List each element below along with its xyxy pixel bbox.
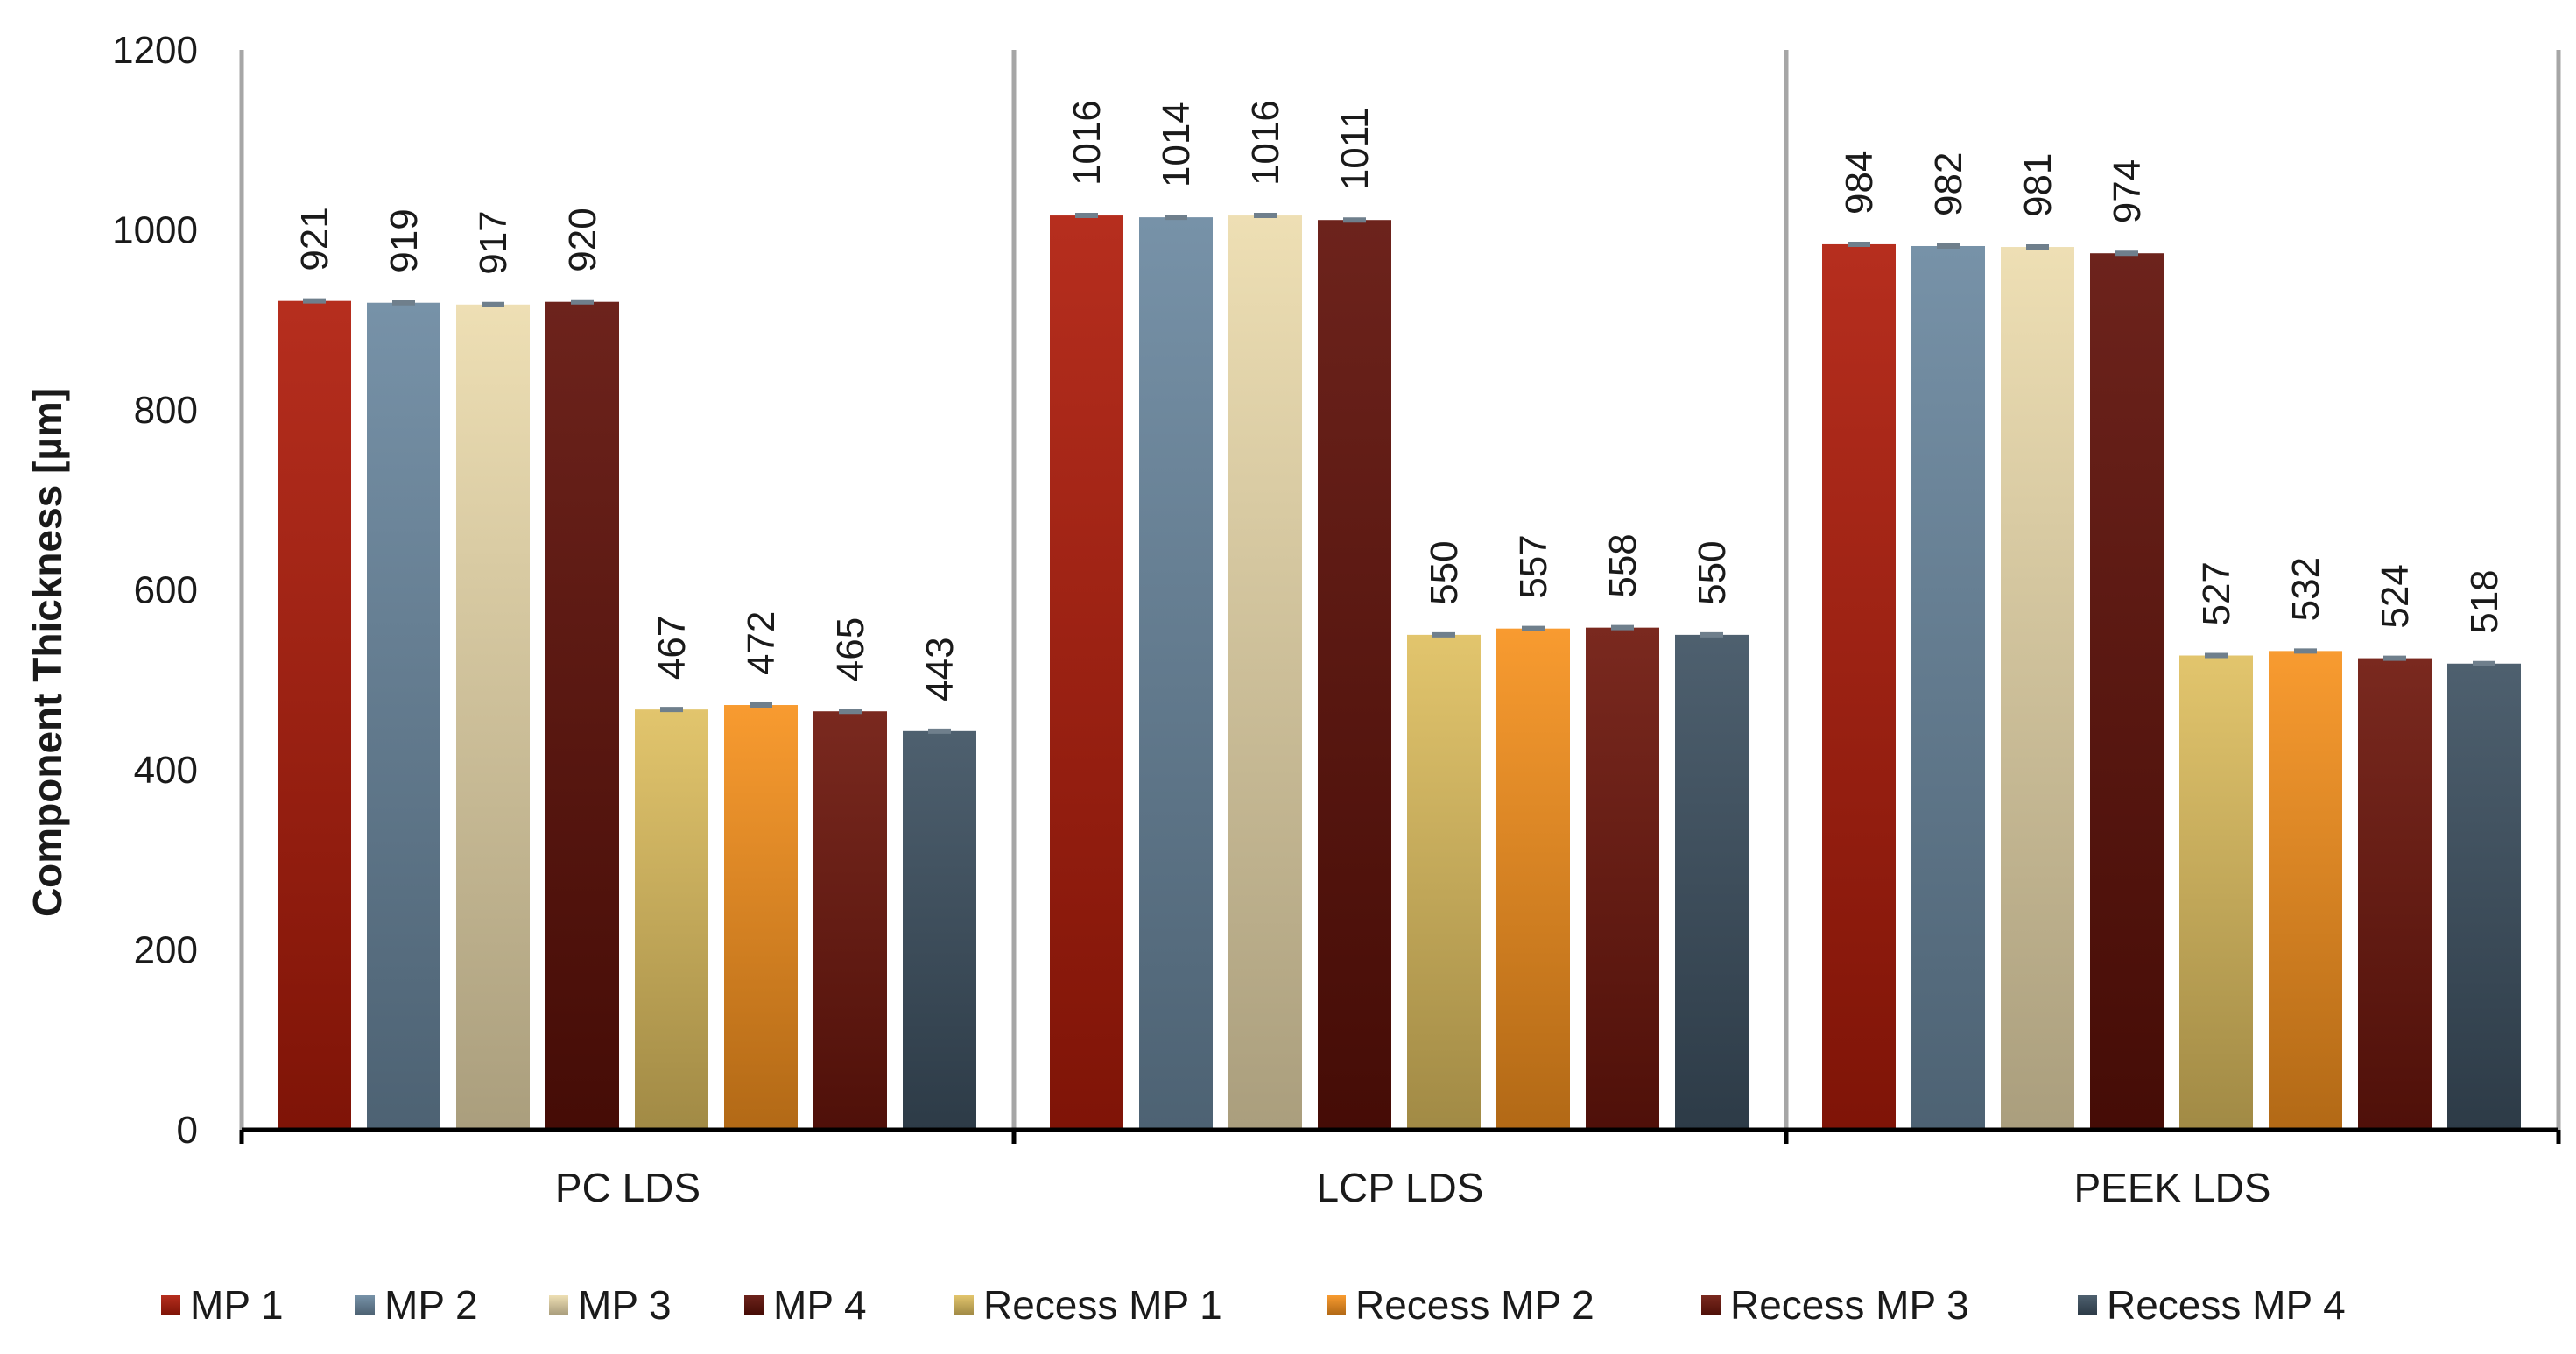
legend-swatch bbox=[744, 1295, 764, 1315]
legend-item: MP 4 bbox=[744, 1282, 867, 1328]
y-tick-label: 400 bbox=[134, 749, 198, 792]
data-label: 920 bbox=[561, 208, 604, 272]
bar bbox=[2447, 663, 2521, 1130]
bar bbox=[1318, 220, 1391, 1130]
bar bbox=[278, 300, 351, 1130]
category-label: PEEK LDS bbox=[2074, 1165, 2271, 1210]
bar bbox=[1407, 634, 1481, 1130]
legend-swatch bbox=[2078, 1295, 2097, 1315]
bar bbox=[813, 711, 887, 1130]
bar bbox=[1822, 243, 1896, 1130]
y-tick-label: 0 bbox=[177, 1109, 198, 1152]
category-label: LCP LDS bbox=[1317, 1165, 1484, 1210]
legend-label: Recess MP 2 bbox=[1355, 1282, 1594, 1328]
data-label: 550 bbox=[1423, 540, 1466, 604]
data-label: 982 bbox=[1927, 152, 1970, 216]
legend-swatch bbox=[954, 1295, 974, 1315]
legend-item: MP 3 bbox=[549, 1282, 672, 1328]
legend-swatch bbox=[1701, 1295, 1721, 1315]
x-axis bbox=[239, 1127, 2561, 1144]
legend-label: Recess MP 1 bbox=[983, 1282, 1222, 1328]
y-tick-label: 1200 bbox=[112, 29, 198, 72]
data-label: 472 bbox=[740, 611, 783, 675]
data-label: 1016 bbox=[1244, 100, 1287, 186]
legend-item: Recess MP 1 bbox=[954, 1282, 1222, 1328]
y-tick-label: 800 bbox=[134, 389, 198, 432]
y-tick-label: 200 bbox=[134, 929, 198, 972]
bar bbox=[2269, 651, 2342, 1130]
data-label: 921 bbox=[293, 207, 336, 271]
y-tick-label: 1000 bbox=[112, 209, 198, 252]
legend-label: MP 4 bbox=[773, 1282, 867, 1328]
bar bbox=[1139, 217, 1213, 1131]
legend-swatch bbox=[1327, 1295, 1346, 1315]
legend-item: Recess MP 2 bbox=[1327, 1282, 1594, 1328]
error-bars bbox=[303, 213, 2495, 734]
bar bbox=[2090, 253, 2164, 1131]
data-label: 1011 bbox=[1334, 108, 1376, 191]
bar bbox=[724, 705, 798, 1130]
data-label: 443 bbox=[918, 637, 961, 701]
bar bbox=[545, 301, 619, 1130]
data-label: 550 bbox=[1691, 540, 1734, 604]
bar bbox=[1496, 628, 1570, 1130]
bar bbox=[1228, 215, 1302, 1130]
legend-label: Recess MP 3 bbox=[1730, 1282, 1969, 1328]
data-label: 465 bbox=[829, 617, 872, 681]
y-axis-ticks: 0 200 400 600 800 1000 1200 bbox=[112, 29, 198, 1152]
legend-item: Recess MP 4 bbox=[2078, 1282, 2346, 1328]
legend-swatch bbox=[355, 1295, 375, 1315]
data-label: 558 bbox=[1601, 533, 1644, 597]
bar bbox=[1050, 215, 1123, 1130]
legend-label: MP 3 bbox=[578, 1282, 672, 1328]
bar bbox=[903, 730, 976, 1130]
data-label: 919 bbox=[383, 208, 426, 272]
y-tick-label: 600 bbox=[134, 569, 198, 612]
bar bbox=[456, 304, 530, 1131]
bar bbox=[367, 302, 440, 1130]
data-labels: 921 919 917 920 467 472 465 443 1016 1014 1016 1011… bbox=[293, 100, 2506, 702]
data-label: 1014 bbox=[1155, 102, 1198, 187]
bar bbox=[1675, 634, 1749, 1130]
bar bbox=[635, 709, 708, 1130]
legend-label: Recess MP 4 bbox=[2107, 1282, 2346, 1328]
data-label: 467 bbox=[651, 616, 693, 680]
data-label: 557 bbox=[1512, 534, 1555, 598]
legend-item: Recess MP 3 bbox=[1701, 1282, 1969, 1328]
data-label: 532 bbox=[2284, 557, 2327, 621]
data-label: 1016 bbox=[1066, 100, 1109, 186]
bar bbox=[2001, 247, 2074, 1131]
legend: MP 1 MP 2 MP 3 MP 4 Recess MP 1 Recess MP 2 Re… bbox=[161, 1282, 2346, 1328]
data-label: 974 bbox=[2106, 159, 2149, 223]
legend-item: MP 1 bbox=[161, 1282, 284, 1328]
bar bbox=[2179, 655, 2253, 1130]
category-separators bbox=[239, 50, 2561, 1130]
legend-label: MP 1 bbox=[190, 1282, 284, 1328]
data-label: 518 bbox=[2463, 569, 2506, 633]
data-label: 527 bbox=[2195, 561, 2238, 625]
bars bbox=[278, 215, 2521, 1131]
bar bbox=[1911, 245, 1985, 1130]
data-label: 981 bbox=[2016, 153, 2059, 217]
legend-label: MP 2 bbox=[384, 1282, 478, 1328]
bar bbox=[2358, 658, 2432, 1130]
category-label: PC LDS bbox=[555, 1165, 700, 1210]
data-label: 917 bbox=[472, 210, 515, 274]
bar bbox=[1586, 627, 1659, 1130]
y-axis-title: Component Thickness [µm] bbox=[25, 388, 70, 917]
category-labels: PC LDS LCP LDS PEEK LDS bbox=[555, 1165, 2271, 1210]
legend-swatch bbox=[161, 1295, 180, 1315]
data-label: 524 bbox=[2374, 564, 2417, 628]
data-label: 984 bbox=[1838, 151, 1881, 215]
legend-item: MP 2 bbox=[355, 1282, 478, 1328]
legend-swatch bbox=[549, 1295, 568, 1315]
